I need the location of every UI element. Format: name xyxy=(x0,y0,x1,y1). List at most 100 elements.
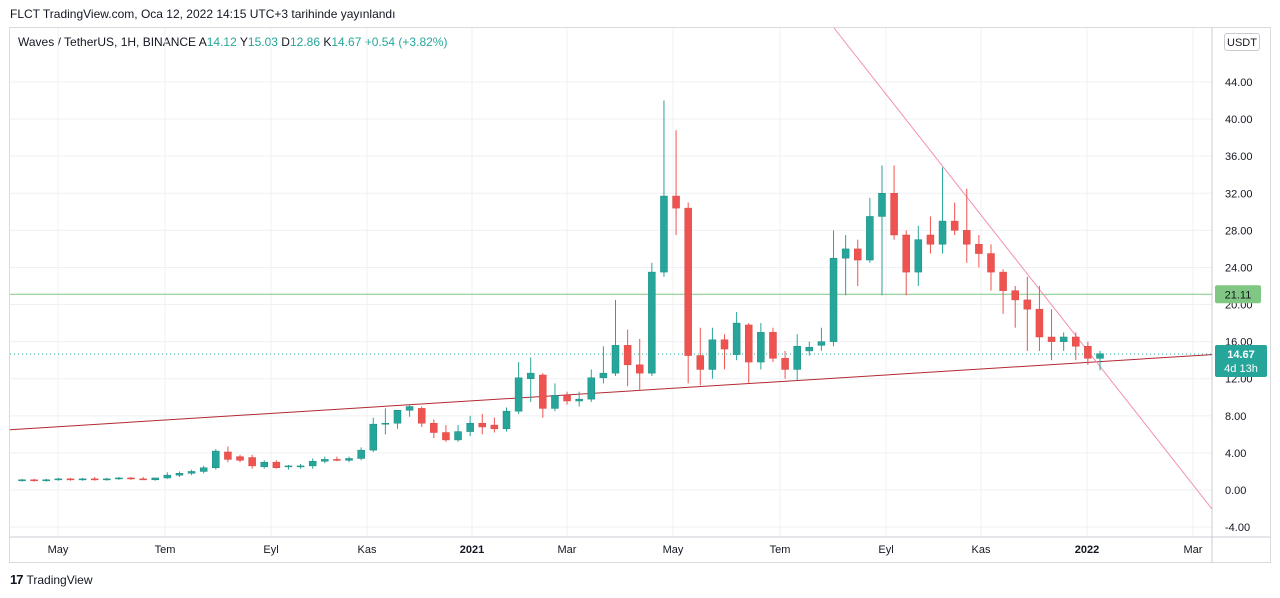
candle-body xyxy=(430,422,438,433)
candle-body xyxy=(175,473,184,476)
candle-body xyxy=(357,449,365,459)
y-tick-label: 0.00 xyxy=(1225,485,1246,497)
candle-body xyxy=(248,457,256,467)
candle-body xyxy=(708,339,717,370)
candle-body xyxy=(502,410,511,430)
last-price-tag xyxy=(1215,344,1267,377)
candle-body xyxy=(781,358,789,370)
published-caption: FLCT TradingView.com, Oca 12, 2022 14:15… xyxy=(10,7,396,21)
symbol-name[interactable]: Waves / TetherUS, 1H, BINANCE xyxy=(18,35,197,49)
candle-body xyxy=(672,195,680,209)
candle-body xyxy=(587,377,596,400)
candle-body xyxy=(526,372,535,379)
candle-body xyxy=(260,461,268,468)
open-value: 14.12 xyxy=(206,35,237,49)
candle-body xyxy=(103,478,111,481)
candle-body xyxy=(163,474,172,479)
candle-body xyxy=(405,406,414,411)
candle-body xyxy=(1072,336,1080,347)
candle-body xyxy=(321,459,329,462)
tradingview-logo-icon: 17 xyxy=(10,572,24,587)
candle-body xyxy=(987,253,995,273)
candle-body xyxy=(696,355,705,370)
candle-body xyxy=(854,248,862,261)
x-tick-label: Tem xyxy=(770,544,791,556)
candle-body xyxy=(551,395,559,409)
candle-body xyxy=(296,465,305,468)
candle-body xyxy=(1084,346,1092,359)
x-tick-label: Tem xyxy=(155,544,176,556)
candle-body xyxy=(42,479,50,482)
x-tick-label: May xyxy=(48,544,69,556)
x-tick-label: Eyl xyxy=(263,544,278,556)
candle-body xyxy=(963,230,971,245)
last-price-label: 14.67 xyxy=(1227,349,1255,361)
candle-body xyxy=(975,244,983,254)
chart-frame xyxy=(9,27,1271,563)
currency-button[interactable]: USDT xyxy=(1224,33,1260,51)
footer-brand: 17 TradingView xyxy=(10,572,93,587)
candle-body xyxy=(90,478,99,481)
candle-body xyxy=(393,410,402,424)
candle-body xyxy=(769,332,777,359)
candle-body xyxy=(890,193,898,236)
candle-body xyxy=(442,432,450,441)
candle-body xyxy=(66,478,75,481)
x-tick-label: Kas xyxy=(358,544,377,556)
candle-body xyxy=(575,398,583,402)
candle-body xyxy=(308,461,317,467)
y-tick-label: 32.00 xyxy=(1225,188,1253,200)
candle-body xyxy=(54,478,63,481)
candle-body xyxy=(684,207,692,356)
candle-body xyxy=(490,424,499,430)
high-value: 15.03 xyxy=(247,35,278,49)
candle-body xyxy=(817,341,826,346)
high-label: Y xyxy=(239,35,248,49)
y-tick-label: 4.00 xyxy=(1225,448,1246,460)
candle-body xyxy=(417,408,426,424)
candle-body xyxy=(369,423,378,451)
candle-body xyxy=(1023,299,1032,310)
change-value: +0.54 (+3.82%) xyxy=(364,35,448,49)
candle-body xyxy=(744,324,753,363)
candle-body xyxy=(866,216,874,261)
candle-body xyxy=(732,322,741,355)
candle-body xyxy=(660,195,668,273)
candle-body xyxy=(878,193,886,217)
candle-body xyxy=(333,459,341,461)
candle-body xyxy=(115,477,123,480)
candle-body xyxy=(720,339,729,350)
candle-body xyxy=(345,458,353,461)
support-trendline xyxy=(9,354,1213,431)
candle-body xyxy=(478,422,487,428)
candle-body xyxy=(841,248,850,259)
candle-body xyxy=(18,479,26,482)
low-value: 12.86 xyxy=(289,35,320,49)
y-tick-label: 40.00 xyxy=(1225,114,1253,126)
candle-body xyxy=(926,234,935,245)
countdown-label: 4d 13h xyxy=(1224,363,1258,375)
candle-body xyxy=(914,239,923,273)
x-tick-label: 2022 xyxy=(1075,544,1099,556)
candle-body xyxy=(829,257,838,342)
candle-body xyxy=(381,422,390,425)
candle-body xyxy=(805,346,814,352)
candle-body xyxy=(902,234,910,273)
close-label: K xyxy=(323,35,332,49)
x-tick-label: Eyl xyxy=(878,544,893,556)
candle-body xyxy=(648,271,656,374)
x-tick-label: Kas xyxy=(972,544,991,556)
symbol-legend: Waves / TetherUS, 1H, BINANCE A14.12 Y15… xyxy=(18,35,447,49)
open-label: A xyxy=(198,35,207,49)
resistance-trendline xyxy=(833,27,1213,510)
candle-body xyxy=(1059,336,1068,342)
candle-body xyxy=(1047,336,1056,342)
candle-body xyxy=(187,471,196,474)
candle-body xyxy=(1096,353,1104,359)
x-tick-label: 2021 xyxy=(460,544,484,556)
candle-body xyxy=(466,422,474,432)
y-tick-label: 24.00 xyxy=(1225,262,1253,274)
y-tick-label: 8.00 xyxy=(1225,411,1246,423)
close-value: 14.67 xyxy=(331,35,362,49)
